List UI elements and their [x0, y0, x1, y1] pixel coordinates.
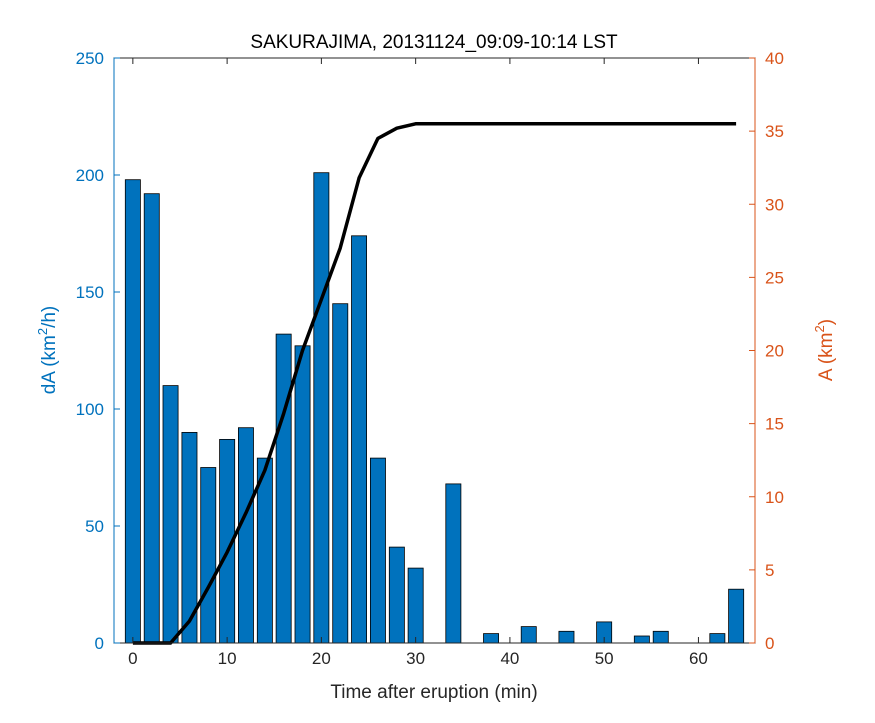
x-tick-label: 10 — [218, 649, 237, 668]
bar — [388, 546, 405, 644]
bar — [728, 588, 745, 644]
bar — [369, 457, 386, 644]
right-tick-label: 40 — [765, 49, 784, 68]
right-tick-label: 5 — [765, 561, 774, 580]
x-tick-label: 0 — [128, 649, 137, 668]
bar — [520, 626, 537, 644]
bar — [558, 630, 575, 644]
right-tick-label: 20 — [765, 342, 784, 361]
x-axis-label: Time after eruption (min) — [330, 682, 537, 703]
bar — [143, 193, 160, 644]
right-tick-label: 30 — [765, 195, 784, 214]
bar — [483, 633, 500, 644]
bar — [162, 385, 179, 644]
right-tick-label: 0 — [765, 634, 774, 653]
left-tick-label: 200 — [76, 166, 104, 185]
right-axis-label-prefix: A (km — [816, 333, 837, 382]
right-axis-ticks: 0 5 10 15 20 25 30 35 40 — [749, 49, 784, 653]
bar — [445, 483, 462, 644]
x-tick-label: 50 — [595, 649, 614, 668]
bar-series — [124, 172, 745, 644]
x-tick-label: 20 — [312, 649, 331, 668]
bar — [652, 630, 669, 644]
cumulative-area-line — [132, 122, 737, 645]
left-axis-label-suffix: /h) — [39, 306, 60, 328]
left-tick-label: 150 — [76, 283, 104, 302]
bar — [633, 635, 650, 644]
bar — [294, 345, 311, 644]
right-tick-label: 25 — [765, 268, 784, 287]
left-axis-label-sup: 2 — [35, 328, 50, 335]
right-axis-label: A (km2) — [812, 319, 837, 381]
left-axis-label: dA (km2/h) — [35, 306, 60, 395]
bar — [200, 467, 217, 644]
bar — [709, 633, 726, 644]
bar — [275, 333, 292, 644]
left-axis-ticks: 0 50 100 150 200 250 — [76, 49, 120, 653]
x-axis-ticks: 0 10 20 30 40 50 60 — [128, 58, 708, 668]
bar — [313, 172, 330, 644]
left-tick-label: 50 — [85, 517, 104, 536]
left-tick-label: 0 — [95, 634, 104, 653]
left-tick-label: 100 — [76, 400, 104, 419]
bar — [124, 179, 141, 644]
x-tick-label: 30 — [406, 649, 425, 668]
bar — [237, 427, 254, 644]
left-axis-label-prefix: dA (km — [39, 335, 60, 394]
bar — [407, 567, 424, 644]
bar — [332, 303, 349, 644]
right-tick-label: 35 — [765, 122, 784, 141]
right-axis-label-sup: 2 — [812, 325, 827, 332]
x-tick-label: 60 — [689, 649, 708, 668]
right-axis-label-suffix: ) — [816, 319, 837, 325]
right-tick-label: 10 — [765, 488, 784, 507]
x-tick-label: 40 — [500, 649, 519, 668]
left-tick-label: 250 — [76, 49, 104, 68]
right-tick-label: 15 — [765, 415, 784, 434]
chart-title: SAKURAJIMA, 20131124_09:09-10:14 LST — [250, 32, 618, 53]
bar — [351, 235, 368, 644]
